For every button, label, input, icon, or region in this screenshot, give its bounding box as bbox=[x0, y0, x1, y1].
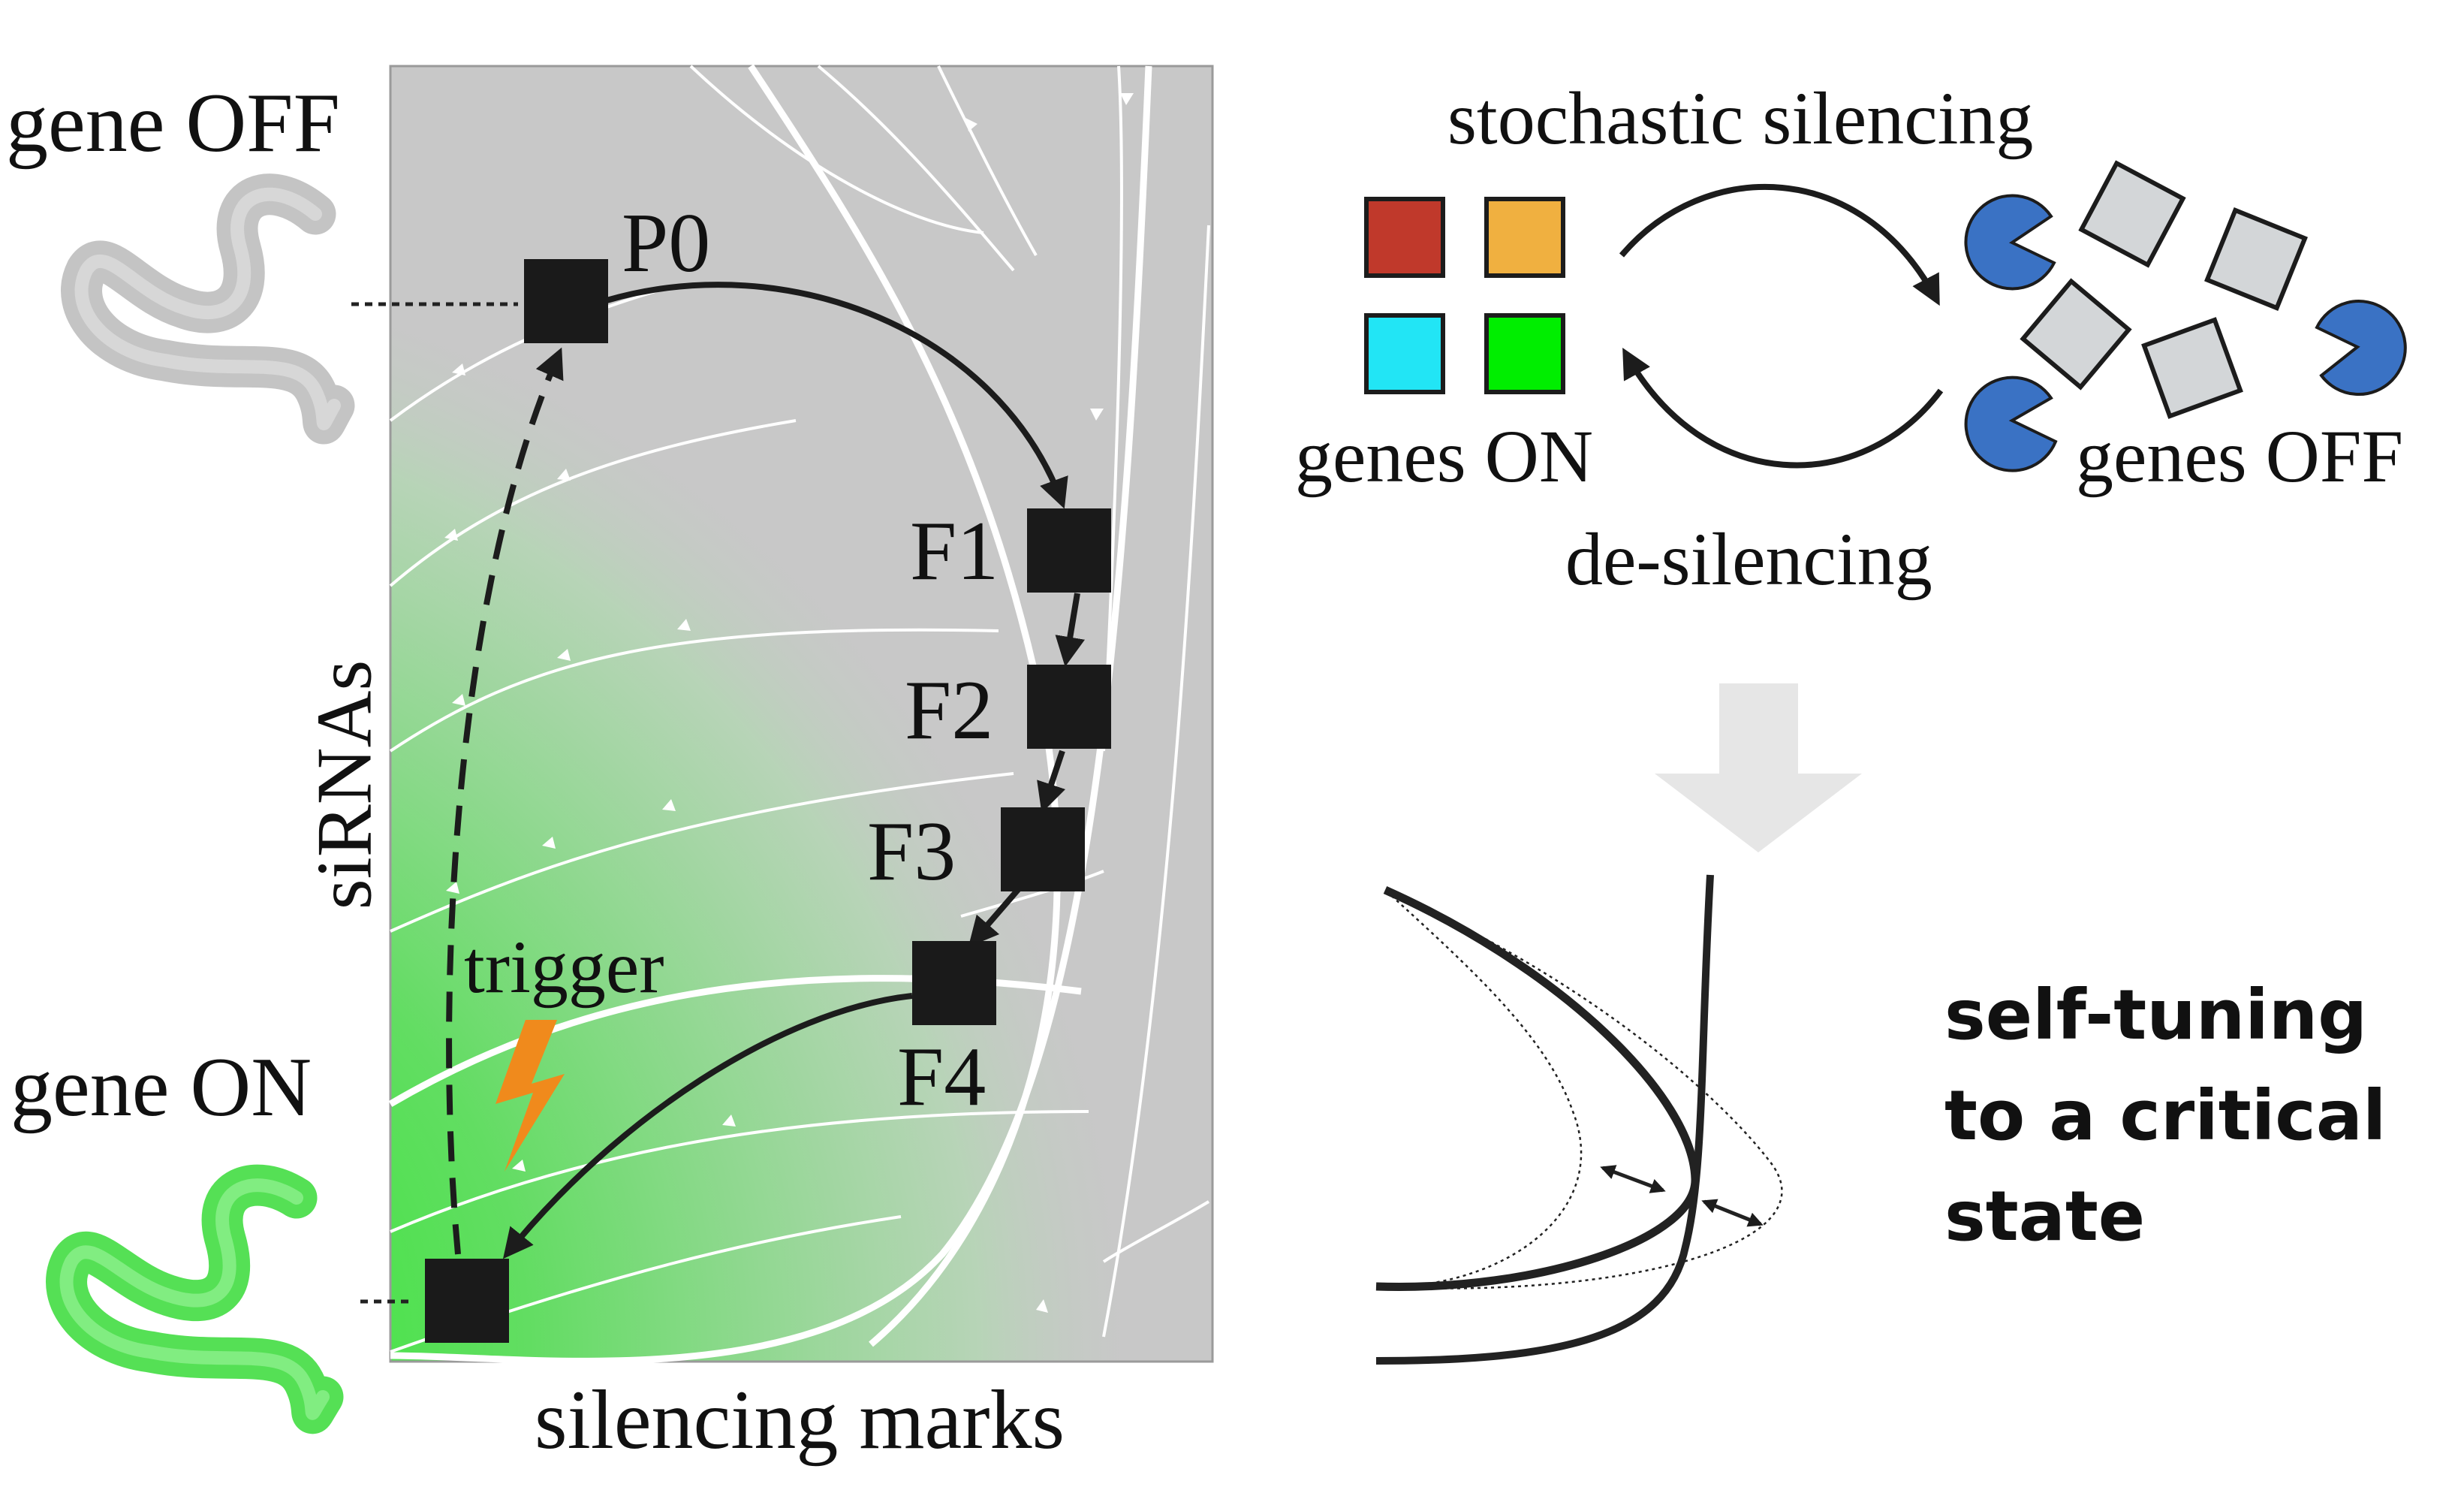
cycle-arrows bbox=[1619, 184, 1944, 469]
gene-on-label: gene ON bbox=[11, 1041, 312, 1134]
gene-off-label: gene OFF bbox=[6, 77, 340, 170]
phase-plane-frame bbox=[389, 65, 1214, 1363]
arrow-f4-on bbox=[502, 993, 913, 1259]
stochastic-silencing-label: stochastic silencing bbox=[1447, 77, 2034, 160]
square-f4 bbox=[912, 941, 996, 1025]
pacman-icon bbox=[2315, 300, 2407, 397]
gene-square-cyan bbox=[1364, 313, 1445, 394]
critical-state-curves bbox=[1375, 874, 1783, 1365]
gene-square-red bbox=[1364, 197, 1445, 278]
double-arrow-right bbox=[1701, 1199, 1764, 1227]
double-arrow-left bbox=[1600, 1165, 1666, 1193]
generation-label-p0: P0 bbox=[622, 197, 711, 290]
caption-line-1: self-tuning bbox=[1944, 975, 2368, 1055]
generation-label-f4: F4 bbox=[897, 1030, 987, 1124]
dotted-curve-inner bbox=[1375, 889, 1583, 1288]
lightning-icon bbox=[496, 1020, 565, 1172]
arrow-f1-f2 bbox=[1055, 593, 1085, 667]
genes-off-label: genes OFF bbox=[2076, 415, 2404, 498]
arrow-stochastic-silencing bbox=[1619, 184, 1940, 306]
trigger-label: trigger bbox=[464, 925, 664, 1009]
pacman-icon bbox=[1964, 194, 2056, 291]
nullcline-curve bbox=[1375, 885, 1700, 1291]
big-down-arrow bbox=[1655, 683, 1862, 852]
trajectory bbox=[446, 282, 1085, 1259]
arrow-trigger-p0 bbox=[446, 347, 564, 1255]
x-axis-label: silencing marks bbox=[535, 1374, 1065, 1467]
pacman-icon bbox=[1964, 376, 2058, 472]
square-gene-on bbox=[425, 1259, 509, 1343]
pacmen bbox=[1964, 194, 2407, 472]
generation-label-f1: F1 bbox=[910, 505, 999, 598]
gene-square-orange bbox=[1484, 197, 1565, 278]
arrow-de-silencing bbox=[1622, 348, 1944, 469]
off-square bbox=[2078, 160, 2186, 268]
square-p0 bbox=[524, 259, 608, 343]
square-f1 bbox=[1027, 508, 1111, 593]
dotted-curve-outer bbox=[1375, 888, 1783, 1289]
caption: self-tuning to a critical state bbox=[1944, 965, 2386, 1267]
arrow-f3-f4 bbox=[968, 884, 1024, 948]
genes-on-label: genes ON bbox=[1295, 415, 1594, 498]
genes-off-cluster bbox=[2020, 160, 2308, 419]
gene-square-green bbox=[1484, 313, 1565, 394]
arrow-p0-f1 bbox=[605, 282, 1068, 509]
de-silencing-label: de-silencing bbox=[1565, 517, 1932, 601]
vertical-nullcline bbox=[1375, 874, 1714, 1365]
off-square bbox=[2141, 317, 2243, 419]
generation-squares bbox=[425, 259, 1111, 1343]
square-f3 bbox=[1001, 807, 1085, 891]
caption-line-3: state bbox=[1944, 1176, 2146, 1256]
off-square bbox=[2204, 207, 2308, 311]
genes-on-grid bbox=[1364, 197, 1565, 394]
phase-plane bbox=[388, 64, 1214, 1379]
arrow-f2-f3 bbox=[1037, 750, 1066, 813]
y-axis-label: siRNAs bbox=[300, 659, 388, 910]
square-f2 bbox=[1027, 665, 1111, 749]
generation-label-f2: F2 bbox=[905, 664, 994, 757]
generation-label-f3: F3 bbox=[867, 805, 956, 898]
off-square bbox=[2020, 278, 2132, 391]
caption-line-2: to a critical bbox=[1944, 1075, 2387, 1156]
